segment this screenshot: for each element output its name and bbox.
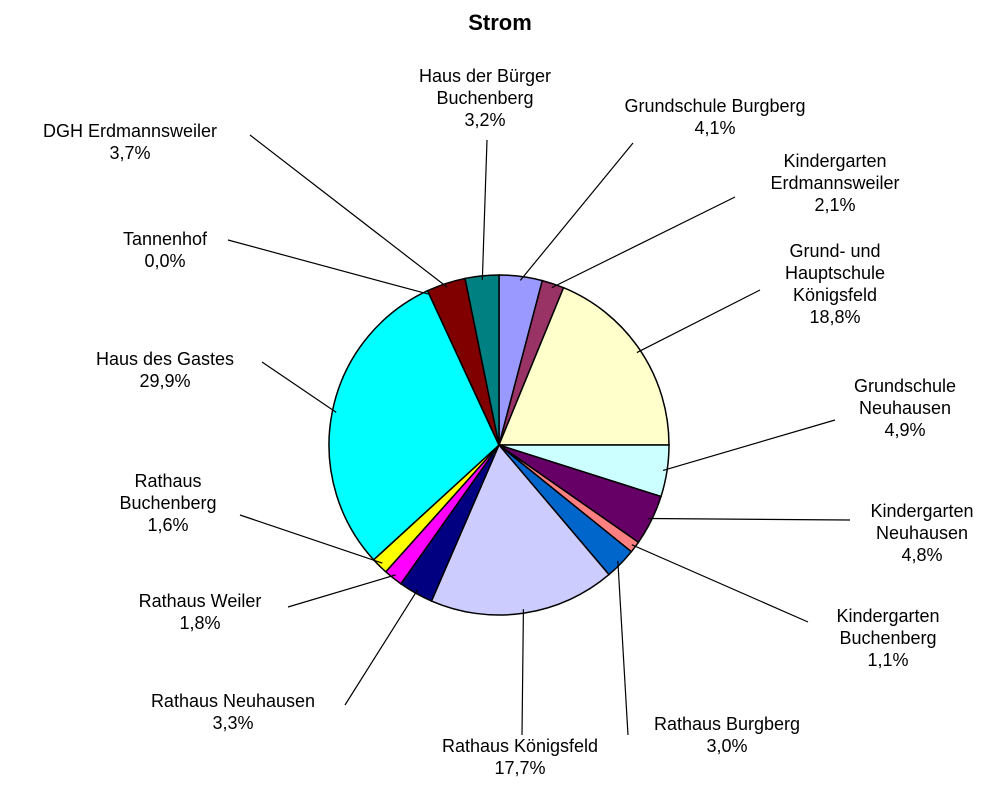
value-label: 3,3%: [212, 713, 254, 733]
slice-label: Grund- und Hauptschule Königsfeld 18,8%: [785, 240, 885, 328]
slice-label: Grundschule Burgberg 4,1%: [624, 95, 805, 139]
leader-line: [521, 609, 525, 736]
category-label: Kindergarten Buchenberg: [836, 606, 940, 648]
category-label: Kindergarten Erdmannsweiler: [770, 151, 900, 193]
category-label: Grundschule Neuhausen: [853, 376, 957, 418]
value-label: 3,2%: [464, 110, 506, 130]
pie-slice: [328, 289, 500, 561]
value-label: 17,7%: [494, 758, 546, 778]
leader-line: [287, 574, 396, 608]
leader-line: [636, 289, 761, 354]
category-label: Grund- und Hauptschule Königsfeld: [784, 241, 886, 305]
category-label: Rathaus Burgberg: [653, 714, 801, 734]
slice-label: Rathaus Neuhausen 3,3%: [151, 690, 315, 734]
leader-line: [662, 419, 836, 472]
slice-label: DGH Erdmannsweiler 3,7%: [43, 120, 217, 164]
category-label: Haus der Bürger Buchenberg: [418, 66, 552, 108]
category-label: Haus des Gastes: [95, 349, 235, 369]
category-label: DGH Erdmannsweiler: [42, 121, 218, 141]
leader-line: [647, 517, 851, 521]
slice-label: Rathaus Königsfeld 17,7%: [442, 735, 598, 779]
leader-line: [344, 589, 419, 706]
category-label: Grundschule Burgberg: [624, 96, 806, 116]
value-label: 18,8%: [809, 307, 861, 327]
slice-label: Kindergarten Neuhausen 4,8%: [870, 500, 973, 566]
slice-label: Rathaus Burgberg 3,0%: [654, 713, 800, 757]
value-label: 1,6%: [147, 515, 189, 535]
category-label: Tannenhof: [122, 229, 208, 249]
leader-line: [227, 239, 430, 295]
slice-label: Grundschule Neuhausen 4,9%: [854, 375, 956, 441]
leader-line: [481, 139, 488, 280]
leader-line: [631, 544, 809, 623]
value-label: 4,9%: [884, 420, 926, 440]
slice-label: Kindergarten Erdmannsweiler 2,1%: [770, 150, 899, 216]
category-label: Rathaus Königsfeld: [441, 736, 599, 756]
chart-title: Strom: [468, 10, 532, 35]
slice-label: Haus des Gastes 29,9%: [96, 348, 234, 392]
leader-line: [249, 134, 448, 288]
value-label: 4,8%: [901, 545, 943, 565]
slice-label: Haus der Bürger Buchenberg 3,2%: [419, 65, 551, 131]
slice-label: Rathaus Buchenberg 1,6%: [119, 470, 216, 536]
leader-line: [551, 196, 736, 289]
pie-slice: [430, 443, 611, 616]
leader-line: [519, 142, 634, 281]
value-label: 4,1%: [694, 118, 736, 138]
category-label: Kindergarten Neuhausen: [870, 501, 974, 543]
slice-label: Tannenhof 0,0%: [123, 228, 207, 272]
value-label: 1,1%: [867, 650, 909, 670]
leader-line: [239, 514, 383, 564]
value-label: 2,1%: [814, 195, 856, 215]
value-label: 1,8%: [179, 613, 221, 633]
leader-line: [261, 361, 337, 413]
value-label: 3,7%: [109, 143, 151, 163]
slice-label: Kindergarten Buchenberg 1,1%: [836, 605, 939, 671]
category-label: Rathaus Weiler: [138, 591, 262, 611]
slice-label: Rathaus Weiler 1,8%: [139, 590, 262, 634]
leader-line: [617, 560, 629, 736]
category-label: Rathaus Neuhausen: [150, 691, 316, 711]
value-label: 0,0%: [144, 251, 186, 271]
value-label: 3,0%: [706, 736, 748, 756]
value-label: 29,9%: [139, 371, 191, 391]
category-label: Rathaus Buchenberg: [119, 471, 217, 513]
